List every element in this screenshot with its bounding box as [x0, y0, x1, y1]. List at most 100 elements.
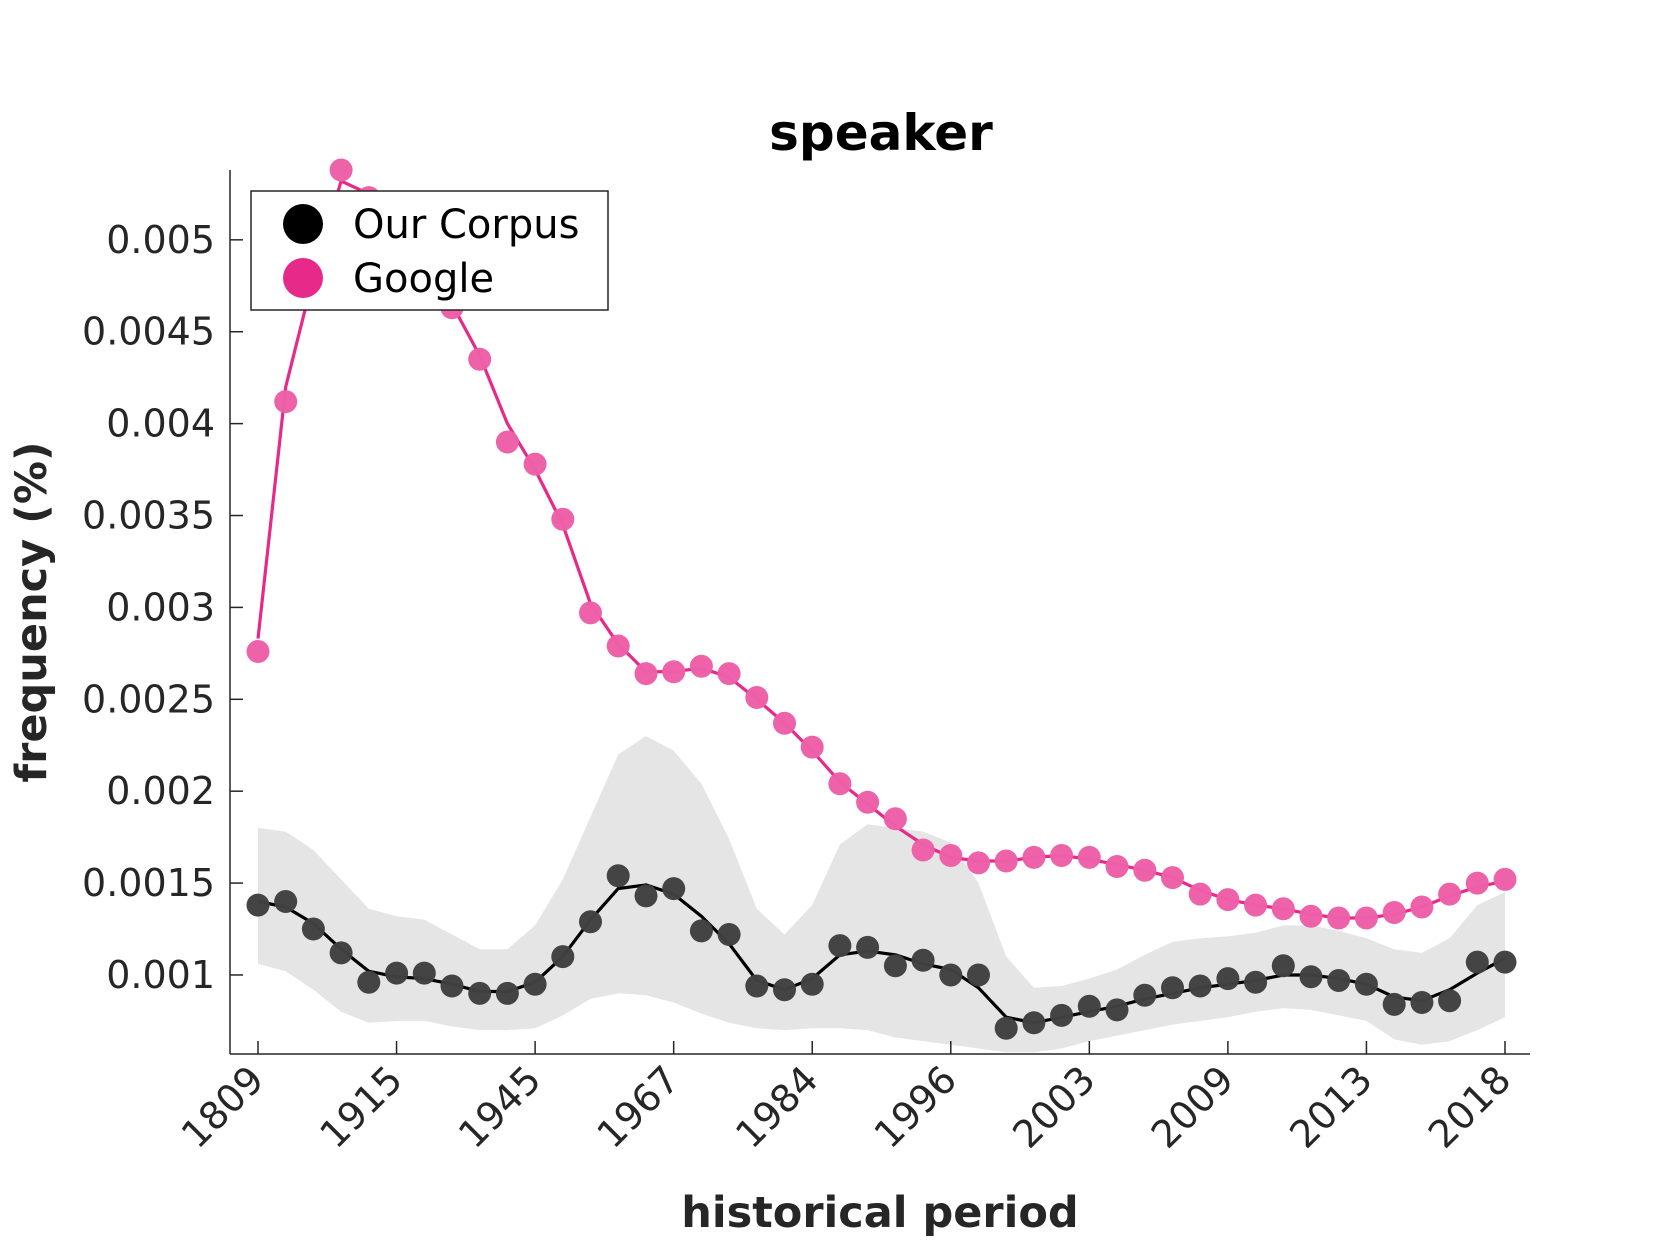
google-point — [1105, 855, 1129, 878]
google-point — [1493, 867, 1517, 891]
google-point — [994, 849, 1018, 873]
our-corpus-point — [1188, 974, 1212, 998]
google-point — [1438, 882, 1462, 906]
our-corpus-point — [357, 970, 381, 994]
google-point — [634, 662, 658, 686]
our-corpus-point — [1022, 1011, 1046, 1035]
google-point — [1410, 895, 1434, 919]
y-tick-label: 0.0045 — [82, 310, 215, 354]
our-corpus-point — [1438, 989, 1462, 1013]
our-corpus-point — [468, 981, 492, 1005]
google-point — [468, 347, 492, 371]
our-corpus-point — [412, 961, 436, 985]
google-point — [689, 654, 713, 678]
google-point — [1077, 845, 1101, 869]
legend-marker-our-corpus — [283, 204, 323, 244]
google-point — [551, 507, 575, 531]
x-tick-label: 1984 — [727, 1057, 827, 1157]
our-corpus-point — [1299, 965, 1323, 989]
our-corpus-point — [1161, 976, 1184, 1000]
google-point — [606, 634, 630, 658]
our-corpus-point — [856, 935, 880, 959]
our-corpus-point — [1077, 994, 1101, 1018]
our-corpus-point — [551, 945, 575, 969]
y-tick-label: 0.0015 — [82, 861, 215, 905]
our-corpus-point — [800, 972, 824, 996]
our-corpus-series — [246, 864, 1517, 1040]
google-point — [1244, 893, 1268, 917]
our-corpus-point — [828, 934, 852, 958]
x-axis-title: historical period — [681, 1188, 1078, 1238]
y-tick-label: 0.003 — [106, 585, 215, 629]
google-point — [967, 851, 990, 875]
our-corpus-point — [1382, 992, 1406, 1016]
x-tick-label: 2009 — [1143, 1057, 1243, 1157]
our-corpus-point — [1216, 967, 1240, 991]
our-corpus-point — [662, 877, 686, 901]
chart-title: speaker — [769, 104, 993, 162]
our-corpus-point — [1244, 970, 1268, 994]
google-point — [662, 660, 686, 684]
x-tick-label: 2003 — [1004, 1057, 1104, 1157]
google-point — [1216, 888, 1240, 912]
our-corpus-point — [1327, 969, 1351, 992]
our-corpus-point — [329, 941, 353, 965]
google-point — [1133, 858, 1157, 882]
google-point — [495, 430, 519, 454]
our-corpus-point — [634, 884, 658, 908]
google-point — [1299, 904, 1323, 928]
google-point — [329, 158, 353, 182]
y-tick-label: 0.004 — [106, 402, 215, 446]
our-corpus-point — [440, 974, 464, 998]
google-point — [1161, 866, 1184, 890]
x-tick-label: 1945 — [450, 1057, 550, 1157]
our-corpus-point — [495, 981, 519, 1005]
y-tick-label: 0.0035 — [82, 494, 215, 538]
our-corpus-point — [1410, 991, 1434, 1014]
google-point — [856, 790, 880, 814]
our-corpus-point — [1465, 950, 1489, 974]
our-corpus-point — [274, 890, 298, 913]
google-point — [745, 686, 769, 709]
legend-label-google: Google — [353, 256, 494, 302]
y-tick-label: 0.005 — [106, 218, 215, 262]
google-point — [883, 807, 907, 831]
google-point — [523, 452, 547, 476]
our-corpus-point — [606, 864, 630, 888]
our-corpus-point — [523, 972, 547, 996]
google-point — [939, 844, 963, 867]
y-ticks: 0.001 0.0015 0.002 0.0025 0.003 0.0035 0.004 0.… — [82, 218, 243, 997]
y-axis-title: frequency (%) — [7, 441, 57, 782]
our-corpus-point — [1050, 1003, 1074, 1027]
google-point — [828, 772, 852, 796]
x-tick-label: 1915 — [311, 1057, 411, 1157]
our-corpus-point — [967, 963, 990, 987]
our-corpus-point — [1493, 950, 1517, 974]
our-corpus-point — [939, 963, 963, 987]
google-point — [1465, 871, 1489, 895]
our-corpus-point — [994, 1016, 1018, 1040]
our-corpus-confidence-band — [258, 736, 1505, 1053]
axes — [229, 170, 1530, 1055]
google-point — [579, 601, 602, 625]
google-point — [1188, 882, 1212, 906]
google-point — [1327, 906, 1351, 930]
our-corpus-point — [773, 978, 796, 1002]
our-corpus-point — [1271, 954, 1295, 978]
google-trend-line — [256, 179, 1506, 920]
x-tick-label: 2013 — [1281, 1057, 1381, 1157]
our-corpus-point — [579, 910, 602, 934]
our-corpus-point — [246, 893, 270, 917]
google-point — [1022, 845, 1046, 869]
google-point — [274, 390, 298, 414]
our-corpus-point — [689, 919, 713, 943]
our-corpus-point — [301, 917, 325, 941]
google-point — [1354, 906, 1378, 930]
google-point — [1382, 901, 1406, 924]
our-corpus-point — [1354, 972, 1378, 996]
y-tick-label: 0.002 — [106, 769, 215, 813]
x-tick-label: 2018 — [1420, 1057, 1520, 1157]
google-point — [773, 711, 796, 735]
google-point — [800, 735, 824, 759]
